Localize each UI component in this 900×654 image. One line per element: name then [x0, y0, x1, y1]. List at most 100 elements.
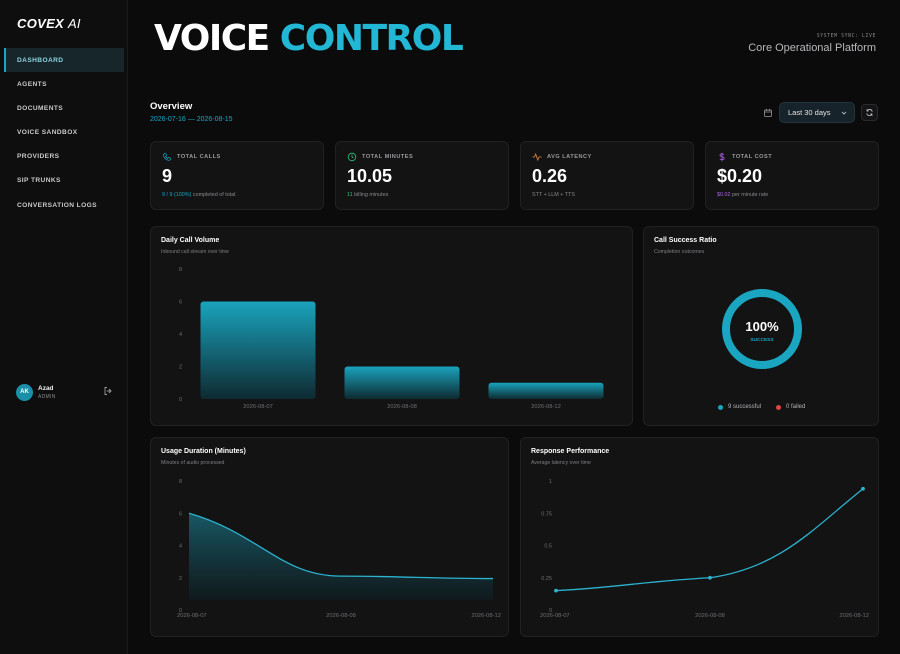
legend-dot-success [718, 404, 723, 410]
sidebar: COVEX AI DASHBOARD AGENTS DOCUMENTS VOIC… [0, 0, 128, 654]
date-range-select[interactable]: Last 30 days [779, 102, 855, 123]
refresh-button[interactable] [861, 104, 878, 121]
chart-subtitle: Minutes of audio processed [161, 460, 225, 466]
chart-title: Daily Call Volume [161, 237, 220, 244]
sidebar-nav: DASHBOARD AGENTS DOCUMENTS VOICE SANDBOX… [4, 48, 124, 217]
stat-subtext: STT + LLM + TTS [532, 192, 575, 198]
stat-value: $0.20 [717, 166, 763, 186]
x-tick-label: 2026-08-12 [531, 404, 561, 410]
stat-value: 10.05 [347, 166, 393, 186]
pie-slice-successful [722, 289, 802, 369]
x-tick-label: 2026-08-07 [177, 613, 207, 619]
sidebar-item-documents[interactable]: DOCUMENTS [17, 104, 64, 112]
y-tick-label: 8 [179, 479, 182, 485]
avatar[interactable]: AK [16, 383, 33, 401]
chart-subtitle: Inbound call stream over time [161, 249, 230, 255]
data-point [554, 588, 558, 593]
platform-name: Core Operational Platform [748, 42, 876, 54]
y-tick-label: 1 [549, 479, 552, 485]
y-tick-label: 0 [179, 608, 182, 614]
y-tick-label: 6 [179, 511, 182, 517]
x-tick-label: 2026-08-08 [695, 613, 725, 619]
y-tick-label: 0.75 [541, 511, 552, 517]
y-tick-label: 0.5 [544, 544, 552, 550]
clock-icon [347, 152, 357, 162]
calendar-icon[interactable] [763, 108, 773, 118]
chart-subtitle: Average latency over time [531, 460, 591, 466]
stat-label: AVG LATENCY [547, 154, 592, 160]
refresh-icon [866, 109, 873, 116]
sidebar-item-dashboard[interactable]: DASHBOARD [4, 48, 124, 72]
y-tick-label: 6 [179, 300, 182, 306]
sidebar-item-providers[interactable]: PROVIDERS [17, 153, 60, 161]
x-tick-label: 2026-08-12 [471, 613, 501, 619]
logout-icon[interactable] [103, 386, 113, 396]
y-tick-label: 0 [179, 397, 182, 403]
area-chart: 0 2 4 6 8 2026-08-07 2026-08-08 2026-08-12 [177, 479, 501, 619]
stat-value: 9 [162, 166, 173, 186]
stat-value: 0.26 [532, 166, 568, 186]
data-point [861, 486, 865, 491]
stat-subtext: 11 billing minutes [347, 192, 389, 198]
x-tick-label: 2026-08-07 [243, 404, 273, 410]
chart-card-daily-call-volume: Daily Call Volume Inbound call stream ov… [150, 226, 633, 426]
x-tick-label: 2026-08-12 [839, 613, 869, 619]
stat-card-total-cost: TOTAL COST $0.20 $0.02 per minute rate [705, 141, 879, 210]
chart-card-success-ratio: Call Success Ratio Completion outcomes 1… [643, 226, 879, 426]
y-tick-label: 2 [179, 576, 182, 582]
chevron-down-icon [841, 111, 847, 115]
bar [488, 382, 604, 399]
user-name: Azad [38, 384, 54, 392]
stat-card-total-minutes: TOTAL MINUTES 10.05 11 billing minutes [335, 141, 509, 210]
pulse-icon [532, 152, 542, 162]
stat-label: TOTAL COST [732, 154, 773, 160]
date-range-value: Last 30 days [788, 108, 831, 117]
bar [344, 366, 460, 399]
y-tick-label: 0 [549, 608, 552, 614]
stat-label: TOTAL CALLS [177, 154, 221, 160]
chart-title: Call Success Ratio [654, 237, 717, 244]
data-point [708, 575, 712, 580]
sidebar-item-agents[interactable]: AGENTS [17, 80, 47, 88]
y-tick-label: 8 [179, 267, 182, 273]
bar [200, 301, 316, 399]
sidebar-item-conversation-logs[interactable]: CONVERSATION LOGS [17, 201, 97, 209]
donut-center-value: 100% [745, 319, 779, 334]
stat-label: TOTAL MINUTES [362, 154, 414, 160]
chart-title: Response Performance [531, 448, 610, 455]
chart-card-usage-duration: Usage Duration (Minutes) Minutes of audi… [150, 437, 509, 637]
line-chart: 0 0.25 0.5 0.75 1 2026-08-07 2026-08-08 2026-08… [540, 479, 869, 619]
stat-card-total-calls: TOTAL CALLS 9 9 / 9 (100%) completed of … [150, 141, 324, 210]
y-tick-label: 4 [179, 332, 182, 338]
y-tick-label: 2 [179, 365, 182, 371]
chart-subtitle: Completion outcomes [654, 249, 705, 255]
overview-date-range: 2026-07-16 — 2026-08-15 [150, 116, 233, 123]
x-tick-label: 2026-08-08 [387, 404, 417, 410]
logo[interactable]: COVEX AI [17, 16, 81, 31]
x-tick-label: 2026-08-08 [326, 613, 356, 619]
legend-dot-failed [776, 404, 781, 410]
area-fill [189, 513, 493, 600]
series-line [188, 512, 494, 580]
legend-item-failed: 0 failed [776, 404, 805, 410]
x-tick-label: 2026-08-07 [540, 613, 570, 619]
stat-subtext: $0.02 per minute rate [717, 192, 769, 198]
sync-status: SYSTEM SYNC: LIVE [816, 34, 876, 39]
stat-card-avg-latency: AVG LATENCY 0.26 STT + LLM + TTS [520, 141, 694, 210]
bar-chart: 0 2 4 6 8 2026-08-07 2026-08-08 2026-08-12 [179, 267, 604, 410]
sidebar-item-sip-trunks[interactable]: SIP TRUNKS [17, 177, 61, 185]
dollar-icon [719, 152, 725, 162]
series-line [555, 488, 864, 592]
chart-card-response-performance: Response Performance Average latency ove… [520, 437, 879, 637]
phone-icon [163, 153, 171, 161]
y-tick-label: 0.25 [541, 576, 552, 582]
overview-title: Overview [150, 101, 193, 112]
chart-title: Usage Duration (Minutes) [161, 448, 246, 455]
sidebar-item-voice-sandbox[interactable]: VOICE SANDBOX [17, 129, 78, 137]
user-profile: AK Azad ADMIN [16, 381, 116, 403]
page-title: VOICE CONTROL [154, 18, 464, 59]
y-tick-label: 4 [179, 544, 182, 550]
stat-subtext: 9 / 9 (100%) completed of total [162, 192, 236, 198]
legend-item-success: 9 successful [718, 404, 761, 410]
